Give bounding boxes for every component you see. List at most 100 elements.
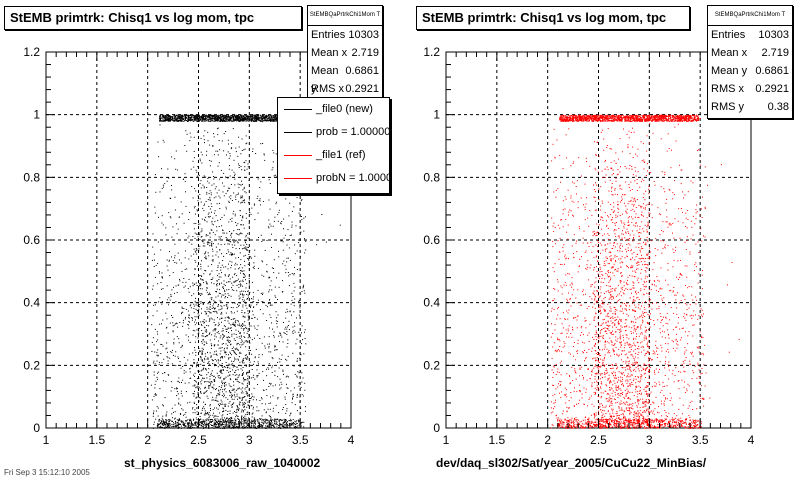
data-point: [194, 316, 196, 318]
data-point: [210, 421, 212, 422]
data-point: [214, 420, 216, 422]
data-point: [241, 344, 243, 346]
data-point: [161, 426, 163, 428]
data-point: [276, 323, 278, 325]
data-point: [235, 334, 237, 335]
data-point: [224, 425, 226, 427]
data-point: [227, 187, 229, 189]
data-point: [181, 116, 183, 118]
data-point: [202, 359, 203, 361]
data-point: [189, 117, 191, 119]
data-point: [260, 116, 262, 118]
data-point: [160, 119, 161, 121]
data-point: [289, 259, 291, 261]
data-point: [258, 356, 260, 358]
data-point: [203, 319, 205, 321]
data-point: [296, 410, 298, 412]
data-point: [157, 355, 159, 357]
data-point: [189, 314, 190, 316]
data-point: [166, 427, 168, 429]
data-point: [228, 200, 230, 202]
data-point: [238, 324, 240, 326]
data-point: [243, 299, 245, 301]
data-point: [276, 349, 278, 351]
data-point: [236, 405, 238, 407]
data-point: [200, 119, 202, 121]
data-point: [180, 420, 182, 422]
data-point: [209, 115, 210, 116]
data-point: [252, 117, 254, 119]
data-point: [302, 339, 304, 341]
data-point: [257, 178, 259, 180]
data-point: [283, 260, 285, 262]
data-point: [219, 237, 221, 239]
data-point: [171, 185, 172, 187]
data-point: [194, 424, 196, 426]
data-point: [252, 421, 254, 423]
data-point: [173, 343, 175, 345]
y-tick-label: 1.2: [23, 45, 40, 59]
data-point: [214, 407, 215, 409]
data-point: [254, 337, 255, 339]
data-point: [226, 417, 228, 419]
data-point: [247, 310, 249, 312]
data-point: [249, 404, 251, 406]
data-point: [199, 351, 201, 353]
data-point: [202, 184, 204, 186]
data-point: [243, 410, 244, 412]
data-point: [241, 290, 243, 292]
data-point: [231, 312, 233, 314]
data-point: [231, 220, 233, 222]
data-point: [163, 186, 165, 188]
data-point: [241, 340, 243, 342]
data-point: [178, 423, 180, 425]
data-point: [285, 424, 287, 426]
data-point: [242, 425, 244, 427]
data-point: [257, 115, 259, 117]
data-point: [206, 343, 208, 344]
data-point: [221, 294, 223, 296]
data-point: [298, 385, 300, 387]
data-point: [194, 118, 196, 120]
data-point: [217, 118, 219, 119]
data-point: [251, 405, 253, 407]
data-point: [225, 424, 227, 426]
data-point: [278, 412, 280, 414]
data-point: [192, 407, 194, 409]
data-point: [233, 402, 235, 404]
data-point: [269, 303, 271, 304]
data-point: [195, 169, 197, 171]
data-point: [216, 284, 217, 286]
data-point: [181, 213, 183, 215]
data-point: [292, 398, 293, 400]
data-point: [216, 311, 218, 313]
data-point: [158, 361, 160, 363]
data-point: [301, 427, 302, 429]
data-point: [213, 120, 215, 122]
data-point: [243, 421, 245, 423]
data-point: [176, 322, 177, 324]
data-point: [215, 296, 217, 298]
data-point: [182, 118, 184, 120]
data-point: [184, 117, 186, 118]
data-point: [223, 419, 225, 421]
data-point: [205, 257, 207, 259]
data-point: [282, 249, 284, 251]
data-point: [221, 317, 223, 319]
data-point: [168, 114, 170, 116]
data-point: [222, 120, 224, 122]
data-point: [245, 422, 247, 424]
data-point: [279, 332, 281, 334]
data-point: [197, 120, 199, 122]
data-point: [155, 418, 157, 420]
data-point: [244, 316, 246, 318]
data-point: [267, 420, 269, 422]
data-point: [228, 419, 230, 421]
data-point: [235, 322, 237, 324]
data-point: [240, 119, 242, 121]
data-point: [211, 334, 213, 336]
data-point: [287, 325, 289, 326]
data-point: [275, 421, 277, 423]
data-point: [195, 190, 197, 192]
